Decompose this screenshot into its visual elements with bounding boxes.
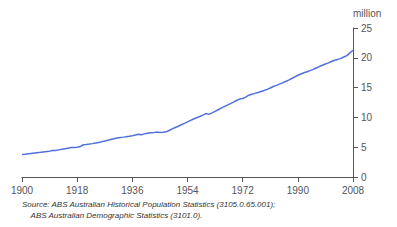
svg-text:5: 5	[361, 142, 367, 153]
svg-text:15: 15	[361, 82, 373, 93]
svg-text:million: million	[353, 8, 381, 19]
svg-text:1900: 1900	[11, 185, 34, 196]
svg-text:1954: 1954	[176, 185, 199, 196]
svg-text:25: 25	[361, 23, 373, 34]
svg-text:2008: 2008	[342, 185, 365, 196]
svg-text:10: 10	[361, 112, 373, 123]
svg-text:20: 20	[361, 52, 373, 63]
svg-text:1936: 1936	[121, 185, 144, 196]
svg-text:0: 0	[361, 172, 367, 183]
svg-text:1918: 1918	[66, 185, 89, 196]
svg-text:Source: ABS Australian Histori: Source: ABS Australian Historical Popula…	[22, 200, 275, 209]
svg-text:ABS Australian Demographic Sta: ABS Australian Demographic Statistics (3…	[22, 211, 202, 220]
svg-text:1972: 1972	[232, 185, 255, 196]
svg-text:1990: 1990	[287, 185, 310, 196]
